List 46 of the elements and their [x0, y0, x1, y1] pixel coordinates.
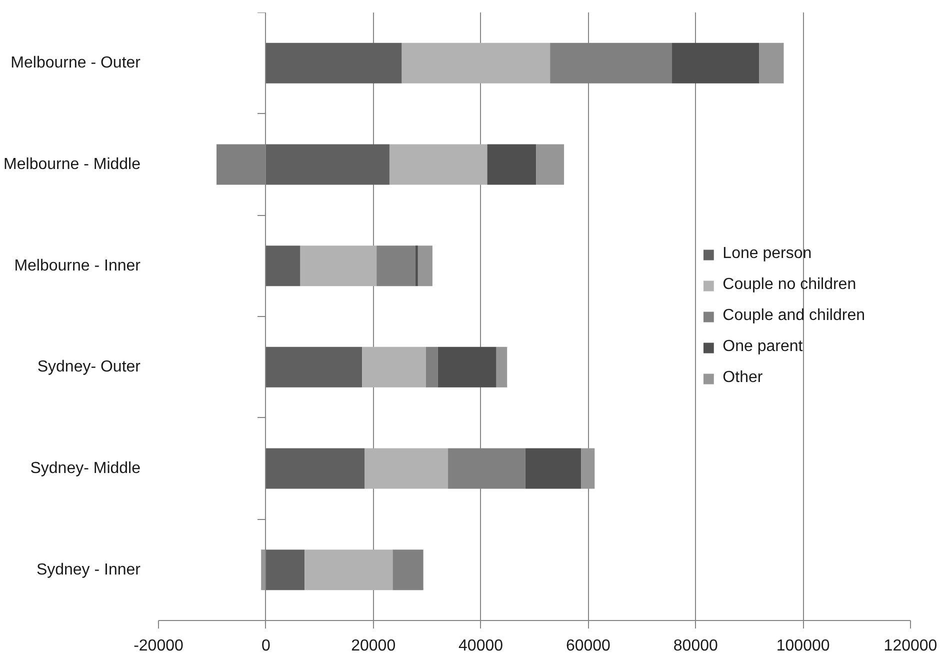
bar [415, 246, 418, 286]
bar [389, 144, 488, 185]
bar [581, 448, 595, 489]
bar [550, 42, 672, 84]
x-tick-label: 60000 [566, 638, 611, 653]
x-tick-label: 80000 [673, 638, 718, 653]
bar [402, 42, 550, 84]
legend-label: Lone person [722, 245, 812, 263]
bar [418, 246, 432, 286]
bar [496, 346, 508, 388]
bar [376, 246, 416, 286]
bar [392, 550, 424, 590]
bar [304, 550, 393, 590]
bar [362, 346, 426, 388]
bar [266, 246, 300, 286]
x-tick-label: 40000 [458, 638, 504, 653]
bar [426, 346, 438, 388]
legend-label: Couple and children [722, 307, 865, 325]
bar [266, 346, 362, 388]
x-tick-label: 100000 [776, 638, 830, 653]
y-tick-label: Sydney- Outer [37, 358, 142, 376]
bar [266, 42, 402, 84]
bar [438, 346, 496, 388]
bar [266, 550, 305, 590]
y-tick-label: Melbourne - Inner [14, 257, 142, 274]
y-tick-label: Sydney- Middle [30, 460, 141, 477]
legend-label: Couple no children [722, 276, 856, 294]
x-tick-label: -20000 [134, 638, 184, 653]
x-tick-label: 120000 [884, 638, 938, 653]
bar [536, 144, 564, 185]
x-tick-label: 0 [261, 638, 270, 653]
bar [448, 448, 526, 489]
bar [525, 448, 582, 489]
legend-label: One parent [722, 338, 803, 356]
bar [487, 144, 536, 185]
bar [759, 42, 784, 84]
bar [364, 448, 448, 489]
bar [672, 42, 760, 84]
y-tick-label: Melbourne - Outer [10, 54, 142, 72]
bar [300, 246, 377, 286]
bar [266, 144, 390, 185]
x-tick-label: 20000 [351, 638, 396, 653]
y-tick-label: Sydney - Inner [36, 561, 142, 578]
y-tick-label: Melbourne - Middle [4, 156, 141, 173]
bar [266, 448, 365, 489]
legend-label: Other [722, 369, 763, 387]
